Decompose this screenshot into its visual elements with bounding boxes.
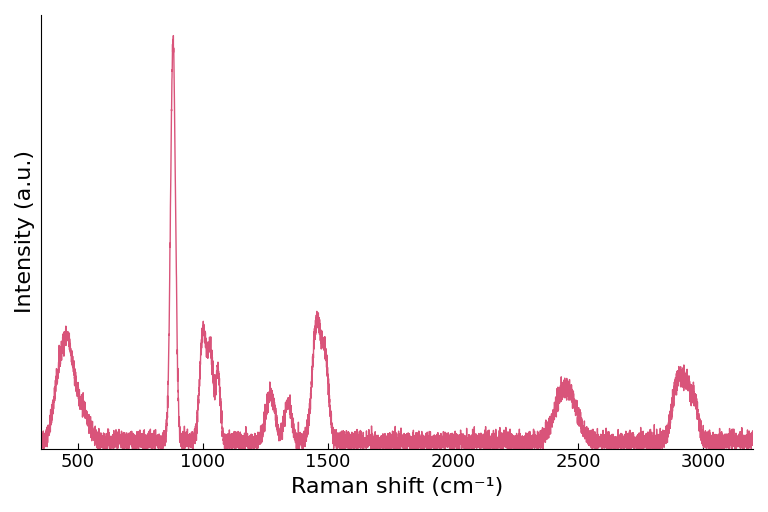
Y-axis label: Intensity (a.u.): Intensity (a.u.)	[15, 151, 35, 313]
X-axis label: Raman shift (cm⁻¹): Raman shift (cm⁻¹)	[290, 477, 503, 497]
